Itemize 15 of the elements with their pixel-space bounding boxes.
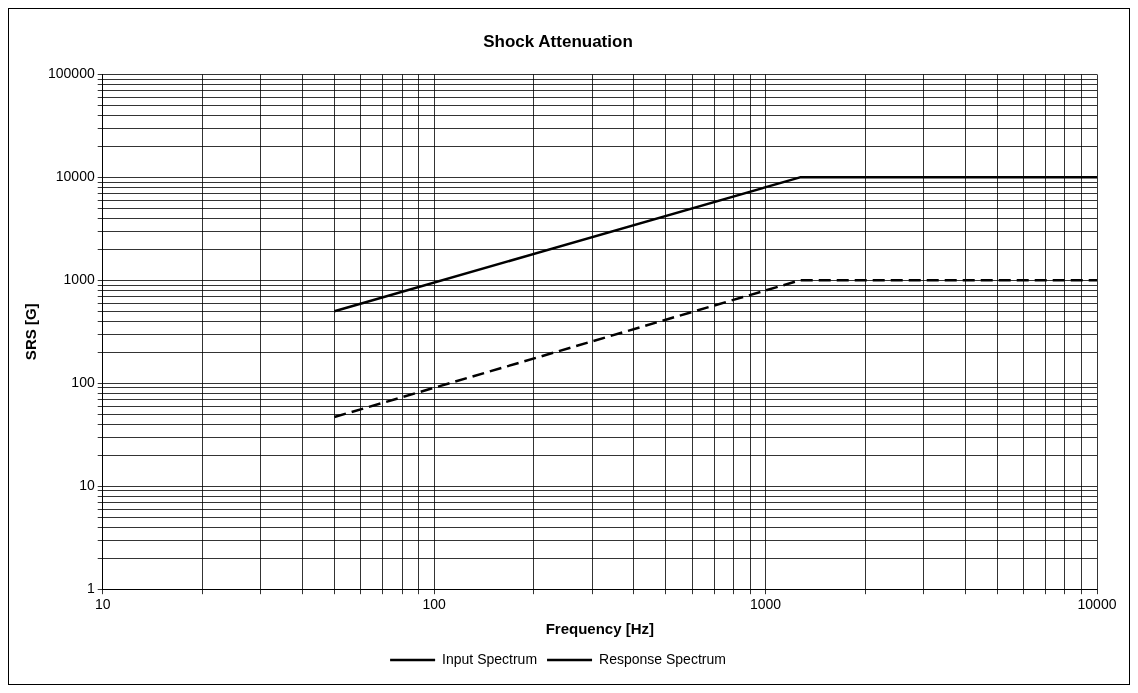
- chart-title: Shock Attenuation: [483, 31, 633, 51]
- x-tick-label: 10: [94, 596, 111, 613]
- x-tick-label: 100: [422, 596, 447, 613]
- legend-label: Input Spectrum: [442, 650, 538, 667]
- x-tick-label: 10000: [1077, 596, 1117, 613]
- x-tick-label: 1000: [749, 596, 782, 613]
- y-tick-label: 10000: [55, 168, 95, 185]
- y-axis-title: SRS [G]: [22, 303, 40, 361]
- legend-label: Response Spectrum: [599, 650, 726, 667]
- y-tick-label: 100000: [48, 65, 95, 82]
- y-tick-label: 10: [79, 477, 95, 494]
- y-tick-label: 1000: [63, 271, 95, 288]
- x-axis-title: Frequency [Hz]: [545, 620, 655, 638]
- y-tick-label: 1: [86, 580, 95, 597]
- y-tick-label: 100: [71, 374, 95, 391]
